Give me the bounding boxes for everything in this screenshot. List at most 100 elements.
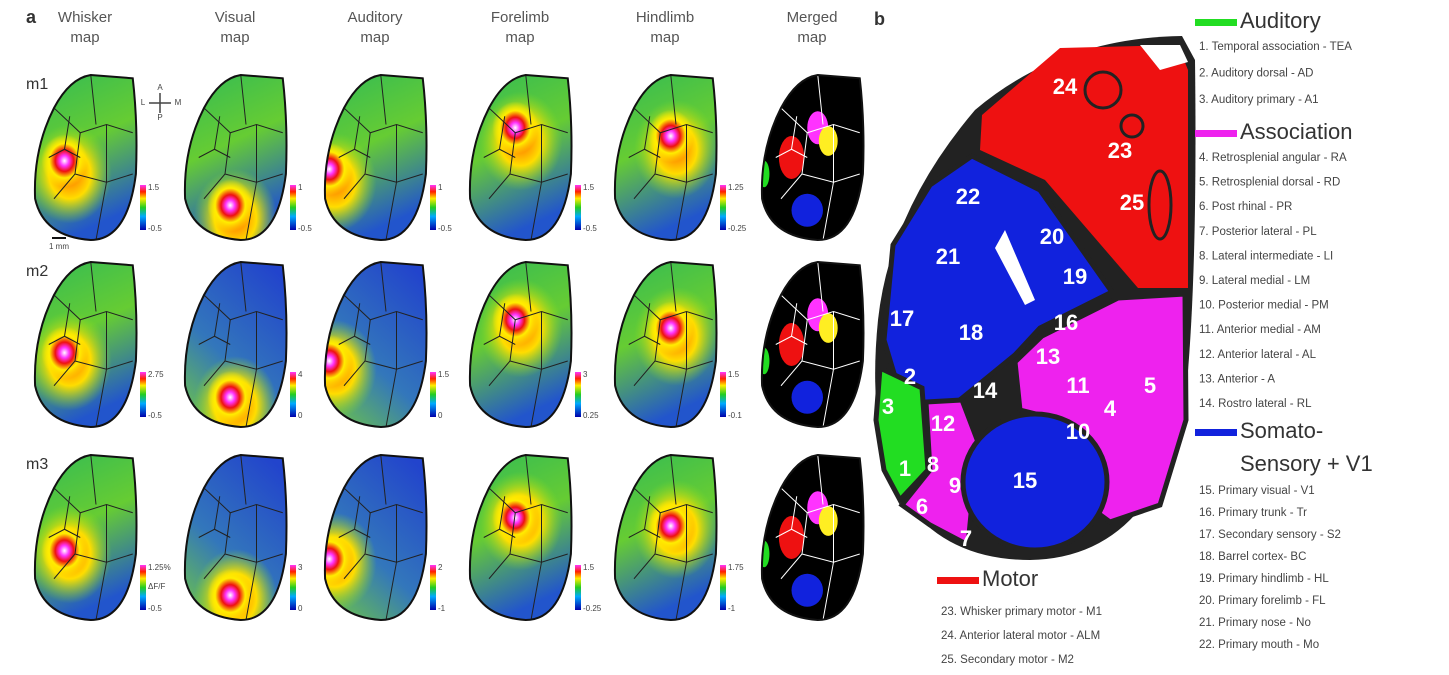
area-number: 6 <box>916 494 928 519</box>
colorbar <box>575 372 581 417</box>
legend-title: Somato- <box>1240 418 1323 443</box>
orientation-label: L <box>141 98 146 107</box>
area-number: 4 <box>1104 396 1117 421</box>
area-number: 20 <box>1040 224 1064 249</box>
colorbar <box>290 185 296 230</box>
legend-title: Association <box>1240 119 1353 144</box>
colorbar-max: 3 <box>583 370 588 379</box>
area-number: 19 <box>1063 264 1087 289</box>
merged-patch <box>819 313 838 343</box>
area-number: 3 <box>882 394 894 419</box>
legend-title: Motor <box>982 566 1038 591</box>
merged-patch <box>792 194 824 227</box>
area-number: 9 <box>949 473 961 498</box>
colorbar-max: 1.75 <box>728 563 744 572</box>
map-fill <box>293 455 428 620</box>
panel-label: a <box>26 7 37 27</box>
legend-item: 2. Auditory dorsal - AD <box>1199 68 1313 80</box>
column-header: Forelimb <box>491 9 549 26</box>
area-number: 24 <box>1053 74 1078 99</box>
merged-patch <box>779 323 804 366</box>
legend-swatch <box>1195 130 1237 137</box>
colorbar-max: 1.5 <box>583 563 595 572</box>
column-header: Visual <box>215 9 256 26</box>
colorbar-max: 1.5 <box>148 183 160 192</box>
colorbar-max: 1.5 <box>583 183 595 192</box>
colorbar <box>140 185 146 230</box>
legend-item: 22. Primary mouth - Mo <box>1199 639 1319 651</box>
hotspot <box>306 335 352 388</box>
map-fill <box>28 262 138 427</box>
legend-item: 20. Primary forelimb - FL <box>1199 595 1326 607</box>
colorbar <box>290 372 296 417</box>
legend-item: 24. Anterior lateral motor - ALM <box>941 630 1100 642</box>
legend-item: 12. Anterior lateral - AL <box>1199 349 1317 361</box>
activity-map <box>183 262 288 455</box>
merged-patch <box>819 126 838 156</box>
activity-map <box>293 455 428 620</box>
colorbar-min: -0.1 <box>728 411 742 420</box>
legend-item: 18. Barrel cortex- BC <box>1199 551 1306 563</box>
panel-label: b <box>874 9 885 29</box>
legend-item: 13. Anterior - A <box>1199 373 1275 385</box>
area-number: 11 <box>1066 373 1089 398</box>
legend-item: 25. Secondary motor - M2 <box>941 654 1074 666</box>
colorbar <box>430 372 436 417</box>
colorbar-max: 1 <box>438 183 443 192</box>
hotspot <box>41 524 87 577</box>
scale-label: 1 mm <box>49 242 69 251</box>
activity-map <box>293 75 428 240</box>
colorbar <box>140 565 146 610</box>
area-number: 14 <box>973 378 998 403</box>
column-header: map <box>220 29 249 46</box>
area-number: 8 <box>927 452 939 477</box>
legend-item: 5. Retrosplenial dorsal - RD <box>1199 177 1340 189</box>
activity-map <box>183 75 288 268</box>
colorbar-min: -0.25 <box>728 224 747 233</box>
area-number: 25 <box>1120 190 1144 215</box>
activity-map <box>293 262 428 427</box>
merged-patch <box>819 506 838 536</box>
colorbar-min: 0.25 <box>583 411 599 420</box>
colorbar-max: 1 <box>298 183 303 192</box>
activity-map <box>759 455 865 620</box>
colorbar-min: -0.5 <box>148 224 162 233</box>
colorbar-max: 1.5 <box>438 370 450 379</box>
colorbar <box>430 185 436 230</box>
legend-item: 7. Posterior lateral - PL <box>1199 226 1317 238</box>
activity-map <box>613 455 718 620</box>
colorbar-unit: ΔF/F <box>148 582 165 591</box>
map-fill <box>613 75 718 240</box>
map-fill <box>293 262 428 427</box>
area-number: 18 <box>959 320 983 345</box>
colorbar-min: 0 <box>438 411 443 420</box>
column-header: map <box>505 29 534 46</box>
legend-item: 11. Anterior medial - AM <box>1199 324 1321 336</box>
area-number: 10 <box>1066 419 1090 444</box>
legend-title: Auditory <box>1240 8 1321 33</box>
legend-item: 19. Primary hindlimb - HL <box>1199 573 1329 585</box>
legend-item: 6. Post rhinal - PR <box>1199 201 1292 213</box>
map-fill <box>468 75 573 240</box>
activity-map <box>28 262 138 427</box>
area-number: 21 <box>936 244 960 269</box>
legend-item: 16. Primary trunk - Tr <box>1199 507 1307 519</box>
colorbar-min: -0.5 <box>298 224 312 233</box>
area-number: 17 <box>890 306 914 331</box>
column-header: Whisker <box>58 9 112 26</box>
map-fill <box>28 455 138 620</box>
column-header: map <box>70 29 99 46</box>
merged-patch <box>779 136 804 179</box>
area-number: 23 <box>1108 138 1132 163</box>
activity-map <box>183 455 288 648</box>
colorbar-min: -1 <box>728 604 736 613</box>
legend-swatch <box>1195 429 1237 436</box>
activity-map <box>468 262 573 427</box>
colorbar-min: -0.5 <box>148 411 162 420</box>
colorbar-max: 1.25% <box>148 563 171 572</box>
hotspot <box>492 491 538 544</box>
activity-map <box>759 262 865 427</box>
merged-patch <box>792 574 824 607</box>
legend-item: 4. Retrosplenial angular - RA <box>1199 152 1347 164</box>
row-label: m2 <box>26 263 48 280</box>
